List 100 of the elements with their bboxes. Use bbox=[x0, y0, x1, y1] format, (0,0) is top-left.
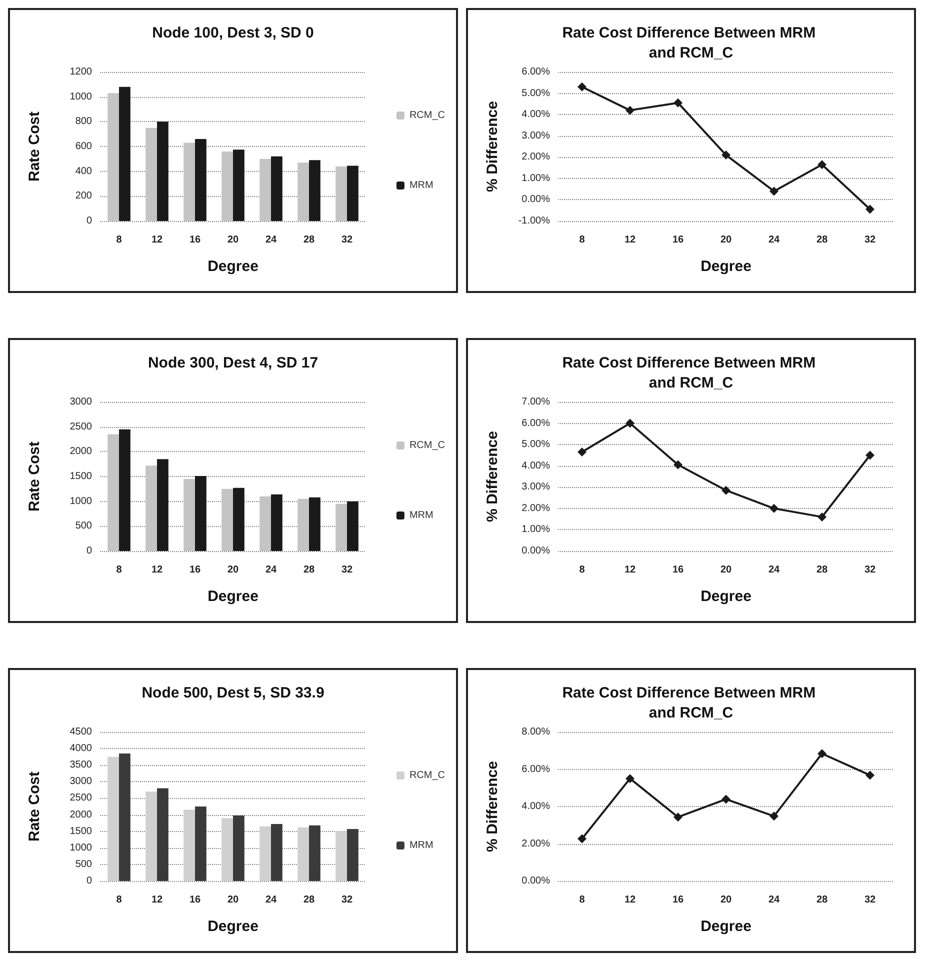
bar bbox=[347, 501, 358, 551]
y-axis-title: % Difference bbox=[484, 761, 501, 852]
y-tick-label: 6.00% bbox=[522, 418, 550, 429]
y-tick-label: 600 bbox=[75, 141, 92, 152]
y-tick-label: 1500 bbox=[70, 826, 92, 837]
y-tick-label: 2000 bbox=[70, 809, 92, 820]
x-tick-label: 20 bbox=[227, 234, 239, 246]
legend-label: MRM bbox=[409, 510, 434, 521]
y-tick-label: 3500 bbox=[70, 760, 92, 771]
x-tick-label: 24 bbox=[265, 234, 277, 246]
bar bbox=[260, 158, 271, 221]
bar bbox=[195, 476, 206, 551]
y-tick-label: 3000 bbox=[70, 396, 92, 408]
legend-label: MRM bbox=[409, 840, 434, 851]
x-tick-label: 32 bbox=[864, 234, 876, 246]
point bbox=[866, 204, 874, 214]
y-tick-label: 2.00% bbox=[522, 502, 550, 514]
x-tick-label: 24 bbox=[768, 234, 780, 246]
x-tick-label: 8 bbox=[579, 894, 586, 906]
x-axis-title: Degree bbox=[208, 918, 258, 935]
y-tick-label: 1000 bbox=[70, 496, 92, 507]
bar bbox=[184, 810, 195, 881]
x-axis-title: Degree bbox=[700, 588, 752, 605]
y-tick-label: 0.00% bbox=[522, 546, 550, 556]
y-tick-label: 0.00% bbox=[522, 876, 550, 886]
y-tick-label: 6.00% bbox=[522, 66, 550, 78]
x-tick-label: 28 bbox=[816, 894, 828, 906]
bar bbox=[271, 494, 282, 551]
legend-label: MRM bbox=[409, 180, 434, 191]
y-tick-label: 1000 bbox=[70, 842, 92, 854]
x-tick-label: 12 bbox=[151, 564, 163, 576]
y-tick-label: 2.00% bbox=[522, 838, 550, 850]
x-axis-title: Degree bbox=[208, 258, 258, 275]
bar bbox=[146, 128, 157, 221]
bar bbox=[271, 156, 282, 221]
y-tick-label: 400 bbox=[75, 166, 92, 177]
y-axis-title: % Difference bbox=[484, 431, 501, 522]
legend-label: RCM_C bbox=[409, 440, 446, 451]
y-axis-title: Rate Cost bbox=[26, 441, 43, 512]
point bbox=[674, 460, 682, 470]
x-tick-label: 32 bbox=[341, 564, 353, 576]
x-tick-label: 12 bbox=[624, 894, 636, 906]
x-tick-label: 12 bbox=[624, 234, 636, 246]
bar bbox=[157, 788, 168, 881]
x-tick-label: 32 bbox=[341, 234, 353, 246]
point bbox=[770, 504, 778, 513]
chart-title: Rate Cost Difference Between MRM and RCM_C bbox=[562, 354, 820, 392]
bar bbox=[195, 806, 206, 881]
point bbox=[626, 106, 634, 115]
x-tick-label: 20 bbox=[720, 564, 732, 576]
x-tick-label: 16 bbox=[672, 564, 684, 576]
y-tick-label: 8.00% bbox=[522, 726, 550, 738]
y-tick-label: 1.00% bbox=[522, 524, 550, 536]
x-tick-label: 24 bbox=[768, 894, 780, 906]
y-tick-label: 1.00% bbox=[522, 172, 550, 184]
x-tick-label: 16 bbox=[672, 894, 684, 906]
bar bbox=[347, 829, 358, 881]
x-tick-label: 32 bbox=[341, 894, 353, 906]
y-tick-label: 1200 bbox=[70, 66, 92, 78]
y-tick-label: 4.00% bbox=[522, 801, 550, 812]
point bbox=[818, 512, 826, 522]
y-tick-label: 6.00% bbox=[522, 764, 550, 775]
bar bbox=[119, 86, 130, 221]
x-axis-title: Degree bbox=[700, 258, 752, 275]
x-tick-label: 20 bbox=[227, 564, 239, 576]
bar bbox=[260, 826, 271, 881]
y-tick-label: 2.00% bbox=[522, 152, 550, 163]
x-axis-title: Degree bbox=[700, 918, 752, 935]
x-tick-label: 8 bbox=[579, 564, 586, 576]
y-tick-label: 5.00% bbox=[522, 88, 550, 99]
bar bbox=[184, 142, 195, 221]
chart-title: Node 100, Dest 3, SD 0 bbox=[152, 24, 314, 42]
bar bbox=[233, 150, 244, 221]
point bbox=[674, 812, 682, 822]
y-tick-label: 7.00% bbox=[522, 396, 550, 408]
y-tick-label: 500 bbox=[75, 520, 92, 532]
x-tick-label: 12 bbox=[151, 894, 163, 906]
y-axis-title: Rate Cost bbox=[26, 771, 43, 842]
point bbox=[722, 794, 730, 804]
y-tick-label: 0 bbox=[86, 216, 92, 226]
x-tick-label: 28 bbox=[303, 234, 315, 246]
point bbox=[818, 749, 826, 758]
y-tick-label: 3.00% bbox=[522, 130, 550, 142]
bar bbox=[309, 825, 320, 881]
y-tick-label: -1.00% bbox=[518, 216, 550, 226]
x-tick-label: 32 bbox=[864, 894, 876, 906]
chart-title: Rate Cost Difference Between MRM and RCM_C bbox=[562, 684, 820, 722]
chart-title: Rate Cost Difference Between MRM and RCM_C bbox=[562, 24, 820, 62]
bar bbox=[108, 93, 119, 221]
point bbox=[578, 834, 586, 844]
x-tick-label: 28 bbox=[816, 564, 828, 576]
y-tick-label: 800 bbox=[75, 116, 92, 128]
point bbox=[866, 450, 874, 460]
bar bbox=[146, 466, 157, 551]
y-tick-label: 2000 bbox=[70, 446, 92, 458]
bar bbox=[309, 160, 320, 221]
point bbox=[578, 82, 586, 92]
point bbox=[578, 448, 586, 457]
chart-title: Node 500, Dest 5, SD 33.9 bbox=[142, 684, 324, 702]
y-tick-label: 0 bbox=[86, 546, 92, 556]
